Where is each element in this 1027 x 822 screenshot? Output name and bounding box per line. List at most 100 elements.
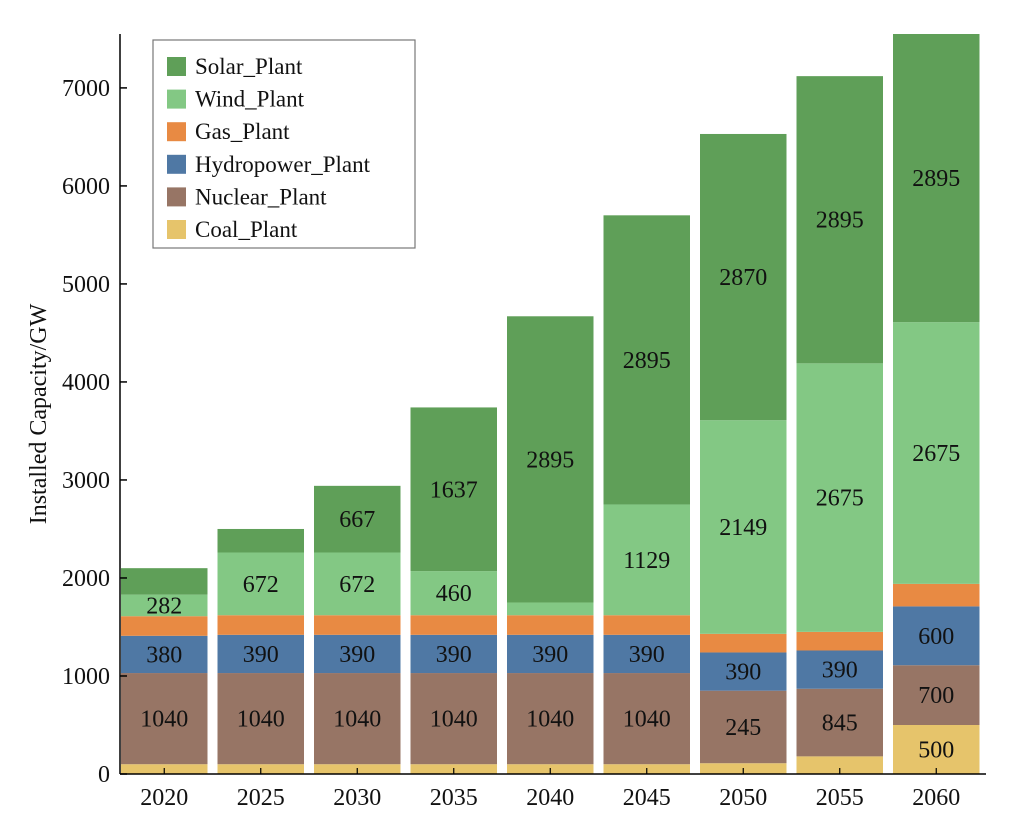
- x-tick-label-2050: 2050: [719, 785, 767, 811]
- data-label-2020-nuclear-plant: 1040: [140, 707, 188, 733]
- data-label-2050-hydropower-plant: 390: [725, 660, 761, 686]
- bar-solar-plant-2060: [893, 34, 980, 323]
- legend-label-nuclear-plant: Nuclear_Plant: [195, 184, 327, 209]
- y-axis-title: Installed Capacity/GW: [26, 303, 52, 524]
- legend-label-gas-plant: Gas_Plant: [195, 119, 290, 144]
- bar-solar-plant-2035: [410, 407, 497, 572]
- data-label-2035-hydropower-plant: 390: [436, 642, 472, 668]
- data-labels-group: 1040 380 282 1040 390 672 1040 390 672 667 1040 390…: [140, 166, 960, 763]
- y-tick-label-2000: 2000: [62, 566, 110, 592]
- data-label-2055-nuclear-plant: 845: [822, 711, 858, 737]
- bar-wind-plant-2060: [893, 322, 980, 584]
- bar-nuclear-plant-2030: [314, 673, 401, 765]
- bar-hydropower-plant-2040: [507, 634, 594, 674]
- bar-wind-plant-2040: [507, 602, 594, 616]
- x-tick-label-2060: 2060: [912, 785, 960, 811]
- data-label-2025-nuclear-plant: 1040: [237, 707, 285, 733]
- bar-hydropower-plant-2055: [796, 650, 883, 689]
- data-label-2040-solar-plant: 2895: [526, 447, 574, 473]
- bar-nuclear-plant-2035: [410, 673, 497, 765]
- x-tick-label-2045: 2045: [623, 785, 671, 811]
- bar-nuclear-plant-2025: [217, 673, 304, 765]
- bar-nuclear-plant-2050: [700, 690, 787, 764]
- axes-group: 0 1000 2000 3000 4000 5000 6000 7000 2020 2025 203…: [26, 34, 986, 811]
- data-label-2060-hydropower-plant: 600: [918, 624, 954, 650]
- y-tick-label-1000: 1000: [62, 664, 110, 690]
- bar-nuclear-plant-2020: [121, 673, 208, 765]
- legend-label-wind-plant: Wind_Plant: [195, 87, 305, 112]
- data-label-2035-solar-plant: 1637: [430, 477, 478, 503]
- bar-solar-plant-2025: [217, 528, 304, 553]
- data-label-2020-wind-plant: 282: [146, 593, 182, 619]
- y-tick-label-7000: 7000: [62, 76, 110, 102]
- bar-wind-plant-2035: [410, 571, 497, 616]
- bar-gas-plant-2060: [893, 583, 980, 607]
- bar-nuclear-plant-2055: [796, 688, 883, 757]
- x-tick-label-2040: 2040: [526, 785, 574, 811]
- data-label-2060-coal-plant: 500: [918, 738, 954, 764]
- data-label-2030-nuclear-plant: 1040: [333, 707, 381, 733]
- data-label-2040-hydropower-plant: 390: [532, 642, 568, 668]
- data-label-2045-solar-plant: 2895: [623, 348, 671, 374]
- x-tick-label-2035: 2035: [430, 785, 478, 811]
- bar-wind-plant-2055: [796, 363, 883, 632]
- data-label-2055-solar-plant: 2895: [816, 208, 864, 234]
- legend-box: [152, 39, 416, 249]
- bar-wind-plant-2050: [700, 420, 787, 634]
- data-label-2045-nuclear-plant: 1040: [623, 707, 671, 733]
- legend-label-hydropower-plant: Hydropower_Plant: [195, 152, 371, 177]
- y-tick-label-6000: 6000: [62, 174, 110, 200]
- bar-coal-plant-2055: [796, 756, 883, 774]
- legend-label-solar-plant: Solar_Plant: [195, 54, 303, 79]
- bar-solar-plant-2045: [603, 215, 690, 505]
- bar-solar-plant-2020: [121, 568, 208, 595]
- data-label-2040-nuclear-plant: 1040: [526, 707, 574, 733]
- bar-hydropower-plant-2025: [217, 634, 304, 674]
- bar-hydropower-plant-2030: [314, 634, 401, 674]
- y-tick-label-4000: 4000: [62, 370, 110, 396]
- legend-swatch-nuclear-plant: [167, 187, 186, 207]
- data-label-2020-hydropower-plant: 380: [146, 642, 182, 668]
- legend: Solar_Plant Wind_Plant Gas_Plant Hydropower…: [152, 39, 416, 249]
- bar-nuclear-plant-2040: [507, 673, 594, 765]
- data-label-2045-hydropower-plant: 390: [629, 642, 665, 668]
- bar-gas-plant-2030: [314, 615, 401, 635]
- bar-wind-plant-2030: [314, 552, 401, 616]
- bar-gas-plant-2020: [121, 616, 208, 636]
- data-label-2025-hydropower-plant: 390: [243, 642, 279, 668]
- bar-wind-plant-2045: [603, 504, 690, 616]
- bar-gas-plant-2045: [603, 615, 690, 635]
- legend-swatch-solar-plant: [167, 57, 186, 76]
- bar-gas-plant-2040: [507, 615, 594, 635]
- data-label-2030-wind-plant: 672: [339, 572, 375, 598]
- y-tick-label-0: 0: [98, 762, 110, 788]
- bar-wind-plant-2025: [217, 552, 304, 616]
- bars-group: [121, 34, 980, 774]
- bar-nuclear-plant-2060: [893, 665, 980, 725]
- data-label-2050-solar-plant: 2870: [719, 265, 767, 291]
- data-label-2045-wind-plant: 1129: [623, 548, 670, 574]
- y-tick-label-3000: 3000: [62, 468, 110, 494]
- x-tick-label-2030: 2030: [333, 785, 381, 811]
- bar-gas-plant-2025: [217, 615, 304, 635]
- legend-swatch-hydropower-plant: [167, 154, 186, 174]
- data-label-2055-wind-plant: 2675: [816, 486, 864, 512]
- bar-wind-plant-2020: [121, 594, 208, 617]
- bar-solar-plant-2030: [314, 485, 401, 553]
- x-tick-label-2025: 2025: [237, 785, 285, 811]
- data-label-2030-hydropower-plant: 390: [339, 642, 375, 668]
- data-label-2060-wind-plant: 2675: [912, 441, 960, 467]
- bar-coal-plant-2060: [893, 724, 980, 774]
- bar-hydropower-plant-2035: [410, 634, 497, 674]
- y-tick-label-5000: 5000: [62, 272, 110, 298]
- bar-gas-plant-2050: [700, 633, 787, 653]
- bar-nuclear-plant-2045: [603, 673, 690, 765]
- data-label-2025-wind-plant: 672: [243, 572, 279, 598]
- data-label-2060-nuclear-plant: 700: [918, 683, 954, 709]
- bar-solar-plant-2050: [700, 133, 787, 421]
- legend-swatch-coal-plant: [167, 220, 186, 239]
- x-tick-label-2020: 2020: [140, 785, 188, 811]
- legend-label-coal-plant: Coal_Plant: [195, 217, 298, 242]
